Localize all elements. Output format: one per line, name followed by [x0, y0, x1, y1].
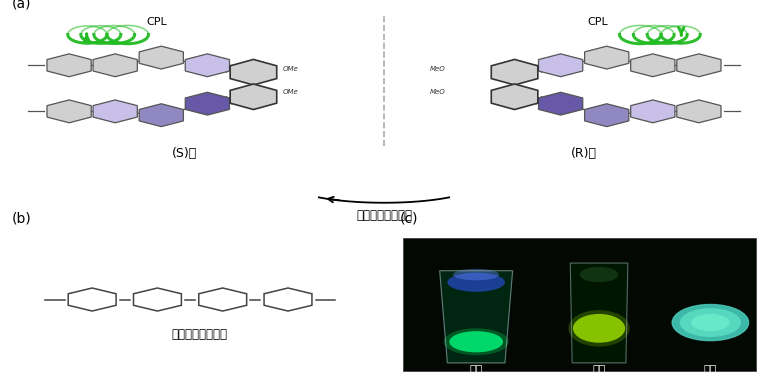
Bar	[403, 238, 756, 371]
Text: (a): (a)	[12, 0, 31, 11]
Polygon shape	[264, 288, 312, 311]
Ellipse shape	[443, 328, 508, 355]
Polygon shape	[134, 288, 181, 311]
Text: MeO: MeO	[430, 89, 446, 95]
Polygon shape	[538, 54, 583, 77]
Text: (S)体: (S)体	[172, 147, 197, 161]
Text: CPL: CPL	[146, 17, 167, 27]
Polygon shape	[584, 104, 629, 127]
Polygon shape	[570, 263, 627, 363]
Polygon shape	[439, 271, 513, 363]
Polygon shape	[185, 92, 230, 115]
Polygon shape	[93, 100, 137, 123]
Polygon shape	[139, 104, 184, 127]
Polygon shape	[631, 54, 675, 77]
Polygon shape	[47, 100, 91, 123]
Polygon shape	[677, 54, 721, 77]
Ellipse shape	[453, 269, 499, 280]
Polygon shape	[93, 54, 137, 77]
Ellipse shape	[449, 331, 503, 353]
Ellipse shape	[691, 314, 730, 331]
Polygon shape	[538, 92, 583, 115]
Text: 粉末: 粉末	[592, 365, 606, 375]
Polygon shape	[47, 54, 91, 77]
Polygon shape	[584, 46, 629, 69]
Text: 溶液: 溶液	[469, 365, 483, 375]
Ellipse shape	[573, 314, 625, 343]
Text: (c): (c)	[399, 212, 418, 226]
Polygon shape	[492, 60, 538, 85]
Polygon shape	[139, 46, 184, 69]
Ellipse shape	[672, 304, 749, 341]
Text: 互いに鏡像異性体: 互いに鏡像異性体	[356, 209, 412, 222]
Ellipse shape	[568, 310, 630, 346]
Polygon shape	[631, 100, 675, 123]
Polygon shape	[230, 60, 276, 85]
Text: (b): (b)	[12, 212, 31, 226]
Ellipse shape	[447, 273, 505, 292]
Text: MeO: MeO	[430, 66, 446, 72]
Polygon shape	[199, 288, 247, 311]
Polygon shape	[492, 84, 538, 109]
Text: CPL: CPL	[588, 17, 608, 27]
Text: OMe: OMe	[283, 66, 299, 72]
Text: (R)体: (R)体	[571, 147, 597, 161]
Polygon shape	[185, 54, 230, 77]
Polygon shape	[68, 288, 116, 311]
Text: OMe: OMe	[283, 89, 299, 95]
Ellipse shape	[680, 308, 741, 337]
Polygon shape	[230, 84, 276, 109]
Text: オリゴフェニレン: オリゴフェニレン	[172, 328, 227, 341]
Ellipse shape	[580, 267, 618, 282]
Text: 薄膜: 薄膜	[703, 365, 717, 375]
Polygon shape	[677, 100, 721, 123]
